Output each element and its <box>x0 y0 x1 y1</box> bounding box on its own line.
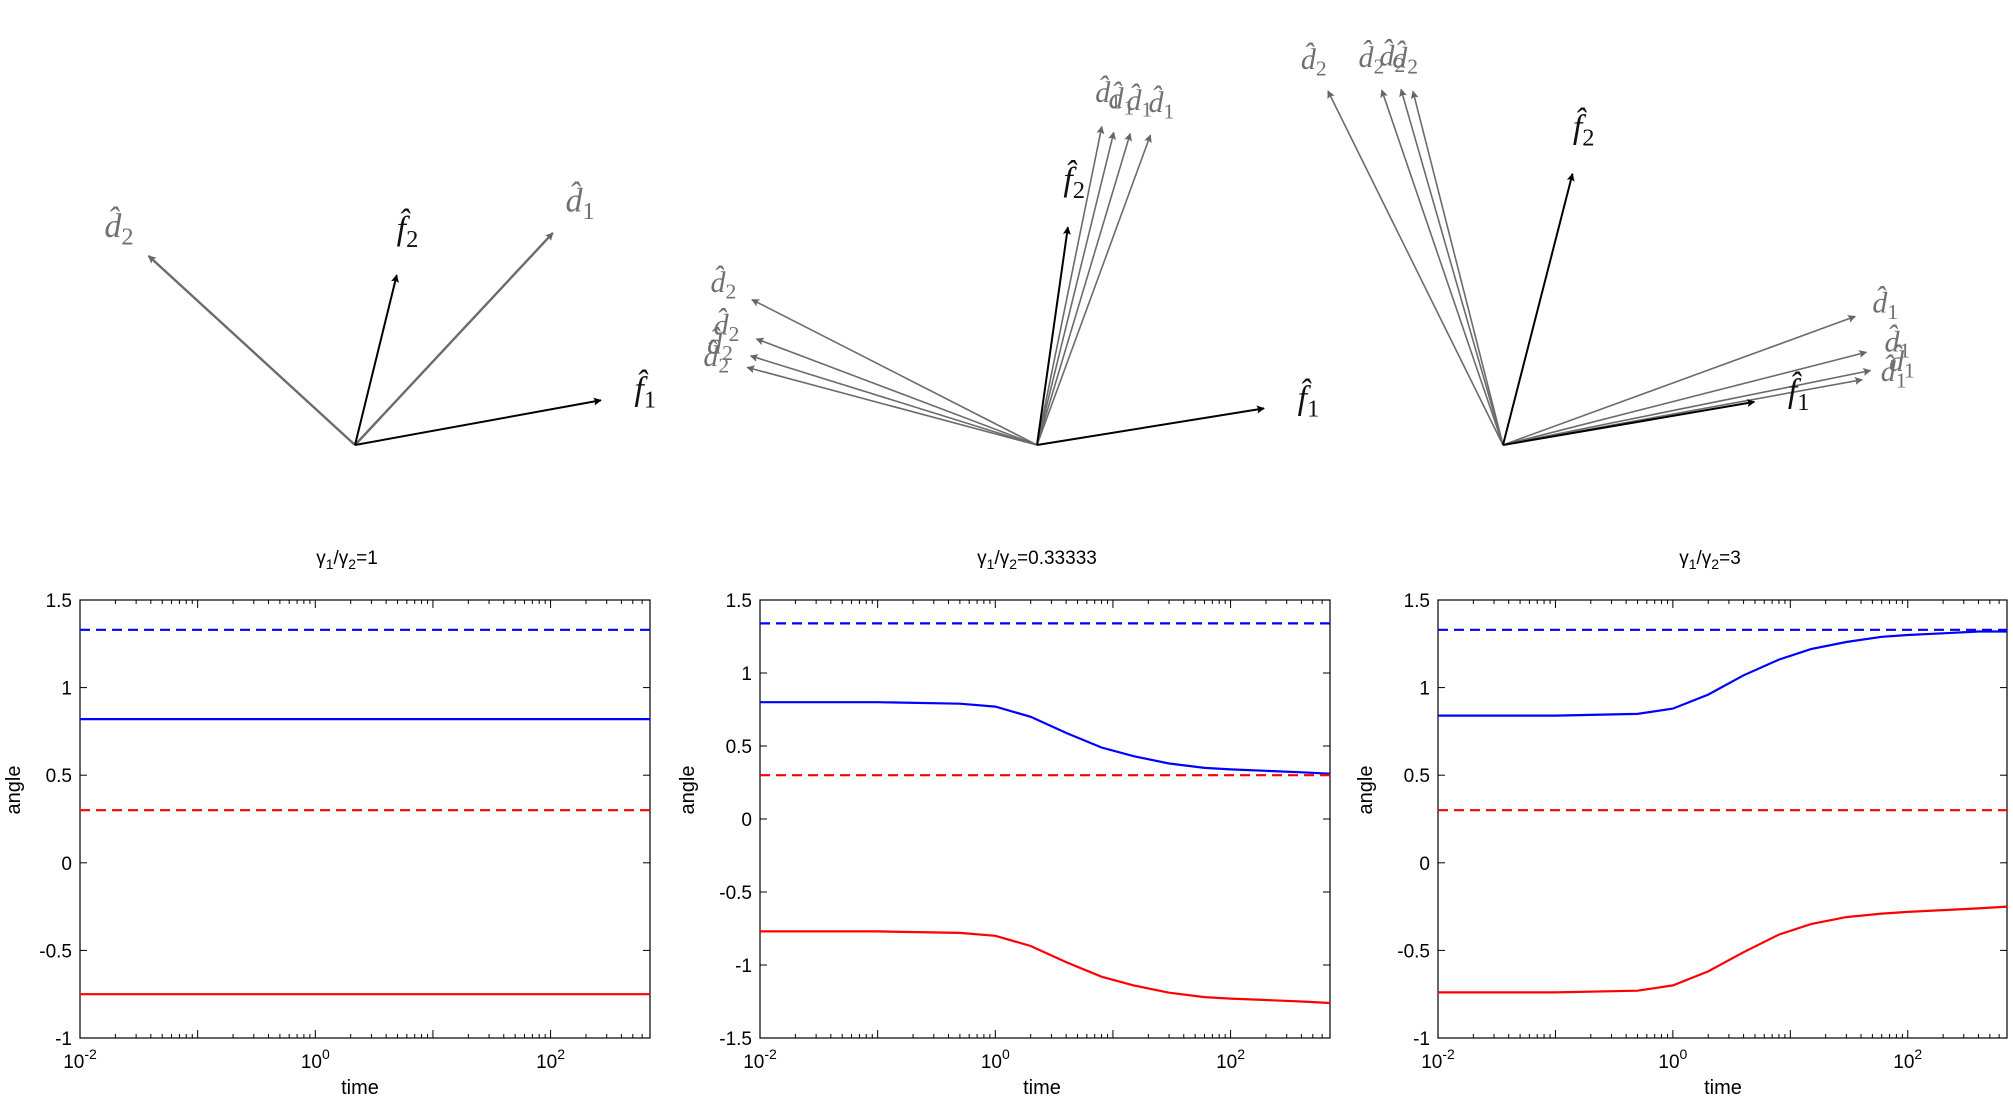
y-tick-label: -0.5 <box>1397 941 1430 962</box>
d-vector-arrow <box>1410 90 1504 446</box>
x-axis-label: time <box>1023 1077 1061 1099</box>
d-vector-label: d̂2 <box>1301 42 1327 81</box>
d-vector-label: d̂2 <box>1379 38 1405 77</box>
d-vector-arrow <box>1327 90 1504 446</box>
d-vector-arrow <box>1380 89 1504 446</box>
f-vector-arrow <box>1036 405 1265 446</box>
plot-frame <box>759 599 1331 1039</box>
d-vector-arrow <box>1036 125 1105 446</box>
series-blue-solid <box>760 701 1331 775</box>
x-tick-label: 10-2 <box>743 1046 777 1073</box>
y-tick-label: 1 <box>741 664 752 685</box>
f-vector-arrow <box>1502 399 1756 446</box>
vector-diagram-small-gamma-ratio: d̂1d̂1d̂1d̂1d̂2d̂2d̂2d̂2f̂1f̂2 <box>703 75 1320 446</box>
x-tick-label: 100 <box>981 1046 1010 1073</box>
f-vector-label: f̂1 <box>1298 378 1320 422</box>
y-tick-label: 0.5 <box>1404 766 1430 787</box>
y-tick-label: 0 <box>61 854 72 875</box>
y-tick-label: -1 <box>735 956 752 977</box>
d-vector-arrow <box>746 365 1038 446</box>
d-vector-arrow <box>147 254 356 446</box>
d-vector-arrow <box>1036 132 1132 446</box>
d-vector-arrow <box>1502 368 1872 446</box>
x-axis-label: time <box>341 1077 379 1099</box>
d-vector-label: d̂2 <box>104 206 133 250</box>
d-vector-label: d̂2 <box>714 307 740 346</box>
d-vector-label: d̂2 <box>1392 40 1418 79</box>
y-tick-label: 1.5 <box>1404 591 1430 612</box>
d-vector-arrow <box>1502 315 1857 446</box>
y-axis-label: angle <box>3 766 25 815</box>
vector-diagram-equal-gamma: d̂1 d̂2 f̂1 f̂2 <box>104 181 656 446</box>
plot-frame <box>1437 599 2008 1039</box>
d-vector-label: d̂2 <box>711 265 737 304</box>
d-vector-label: d̂2 <box>1359 40 1385 79</box>
x-tick-label: 102 <box>536 1046 565 1073</box>
x-tick-label: 10-2 <box>1421 1046 1455 1073</box>
plot-title: γ1/γ2=1 <box>316 548 378 572</box>
f-vector-label: f̂2 <box>397 208 419 252</box>
y-tick-label: 1 <box>1419 679 1430 700</box>
f-vector-arrow <box>354 397 602 446</box>
series-red-solid <box>760 930 1331 1005</box>
d-vector-arrow <box>1502 350 1868 446</box>
x-axis-label: time <box>1704 1077 1742 1099</box>
y-axis-label: angle <box>1355 766 1377 815</box>
d-vector-label: d̂1 <box>1095 75 1121 114</box>
y-tick-label: 1.5 <box>46 591 72 612</box>
x-tick-label: 102 <box>1893 1046 1922 1073</box>
d-vector-arrow <box>749 354 1038 446</box>
x-tick-label: 10-2 <box>63 1046 97 1073</box>
y-tick-label: 1.5 <box>726 591 752 612</box>
series-blue-solid <box>1438 630 2007 717</box>
plot-title: γ1/γ2=3 <box>1679 548 1741 572</box>
d-vector-label: d̂2 <box>707 326 733 365</box>
angle-plot-ratio-3: γ1/γ2=3 time angle -1 -0.5 0 0.5 1 1.5 10-2 100… <box>1355 548 2008 1099</box>
plot-frame <box>79 599 651 1039</box>
y-tick-label: 0.5 <box>46 766 72 787</box>
y-tick-label: 0.5 <box>726 737 752 758</box>
d-vector-arrow <box>354 232 554 446</box>
f-vector-arrow <box>1036 226 1071 446</box>
d-vector-arrow <box>755 337 1038 446</box>
f-vector-label: f̂2 <box>1063 159 1085 203</box>
d-vector-arrow <box>1399 88 1504 446</box>
angle-plot-ratio-1: γ1/γ2=1 time angle -1 -0.5 0 0.5 1 1.5 10-2 100… <box>3 548 651 1099</box>
d-vector-label: d̂2 <box>703 339 729 378</box>
y-axis-label: angle <box>677 766 699 815</box>
d-vector-label: d̂1 <box>1884 324 1910 363</box>
d-vector-arrow <box>1036 131 1116 446</box>
d-vector-arrow <box>751 298 1038 446</box>
y-tick-label: -0.5 <box>719 883 752 904</box>
f-vector-arrow <box>354 274 399 446</box>
vector-diagram-large-gamma-ratio: d̂1d̂1d̂1d̂1d̂2 d̂2d̂2d̂2f̂1f̂2 <box>1301 38 1915 446</box>
d-vector-label: d̂1 <box>1126 83 1152 122</box>
y-tick-label: -1 <box>1413 1029 1430 1050</box>
d-vector-arrow <box>1036 134 1152 446</box>
x-tick-label: 102 <box>1216 1046 1245 1073</box>
f-vector-label: f̂1 <box>1788 371 1810 415</box>
angle-plot-ratio-0.33333: γ1/γ2=0.33333 time angle -1.5 -1 -0.5 0 0.5 1… <box>677 548 1331 1099</box>
f-vector-label: f̂2 <box>1573 107 1595 151</box>
d-vector-label: d̂1 <box>1109 81 1135 120</box>
y-tick-label: -0.5 <box>39 941 72 962</box>
y-tick-label: -1 <box>55 1029 72 1050</box>
d-vector-label: d̂1 <box>566 181 595 225</box>
y-tick-label: -1.5 <box>719 1029 752 1050</box>
y-tick-label: 0 <box>1419 854 1430 875</box>
y-tick-label: 1 <box>61 679 72 700</box>
series-red-solid <box>1438 905 2008 994</box>
x-tick-label: 100 <box>301 1046 330 1073</box>
x-tick-label: 100 <box>1658 1046 1687 1073</box>
d-vector-label: d̂1 <box>1149 85 1175 124</box>
d-vector-label: d̂1 <box>1881 354 1907 393</box>
f-vector-arrow <box>1502 172 1575 446</box>
y-tick-label: 0 <box>741 810 752 831</box>
d-vector-label: d̂1 <box>1889 344 1915 383</box>
plot-title: γ1/γ2=0.33333 <box>977 548 1097 572</box>
f-vector-label: f̂1 <box>634 369 656 413</box>
d-vector-label: d̂1 <box>1872 285 1898 324</box>
